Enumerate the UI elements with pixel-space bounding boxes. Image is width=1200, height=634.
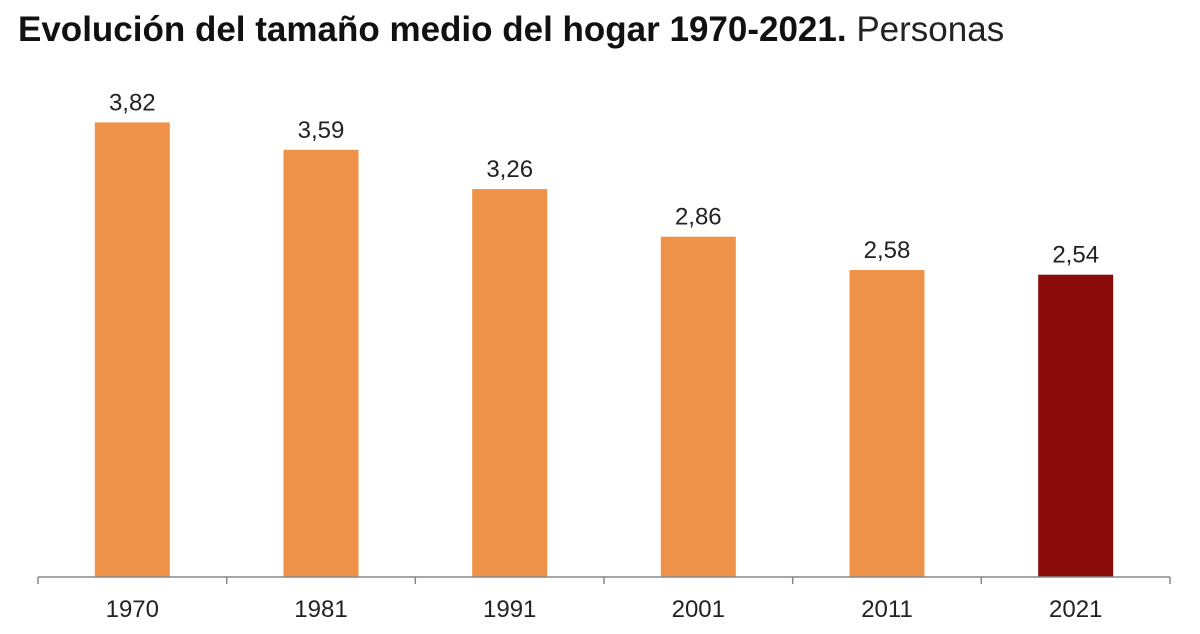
chart-title-main: Evolución del tamaño medio del hogar 197… [18,10,847,49]
x-tick-label-2021: 2021 [1049,596,1102,623]
data-label-1991: 3,26 [486,156,533,183]
bar-1981 [283,149,359,578]
bar-1970 [94,122,170,578]
data-label-2011: 2,58 [864,237,911,264]
bar-2021 [1038,274,1114,577]
chart-title: Evolución del tamaño medio del hogar 197… [18,8,1004,52]
data-label-2001: 2,86 [675,204,722,231]
x-tick-label-2001: 2001 [672,596,725,623]
data-label-1981: 3,59 [298,117,345,144]
bar-2001 [660,236,736,577]
bar-1991 [472,189,548,577]
x-tick-label-1970: 1970 [106,596,159,623]
data-label-1970: 3,82 [109,89,156,116]
x-tick-label-1991: 1991 [483,596,536,623]
chart-subtitle: Personas [856,10,1005,49]
x-tick-label-1981: 1981 [294,596,347,623]
x-tick-label-2011: 2011 [861,596,913,623]
data-label-2021: 2,54 [1052,242,1099,269]
bar-2011 [849,270,925,577]
